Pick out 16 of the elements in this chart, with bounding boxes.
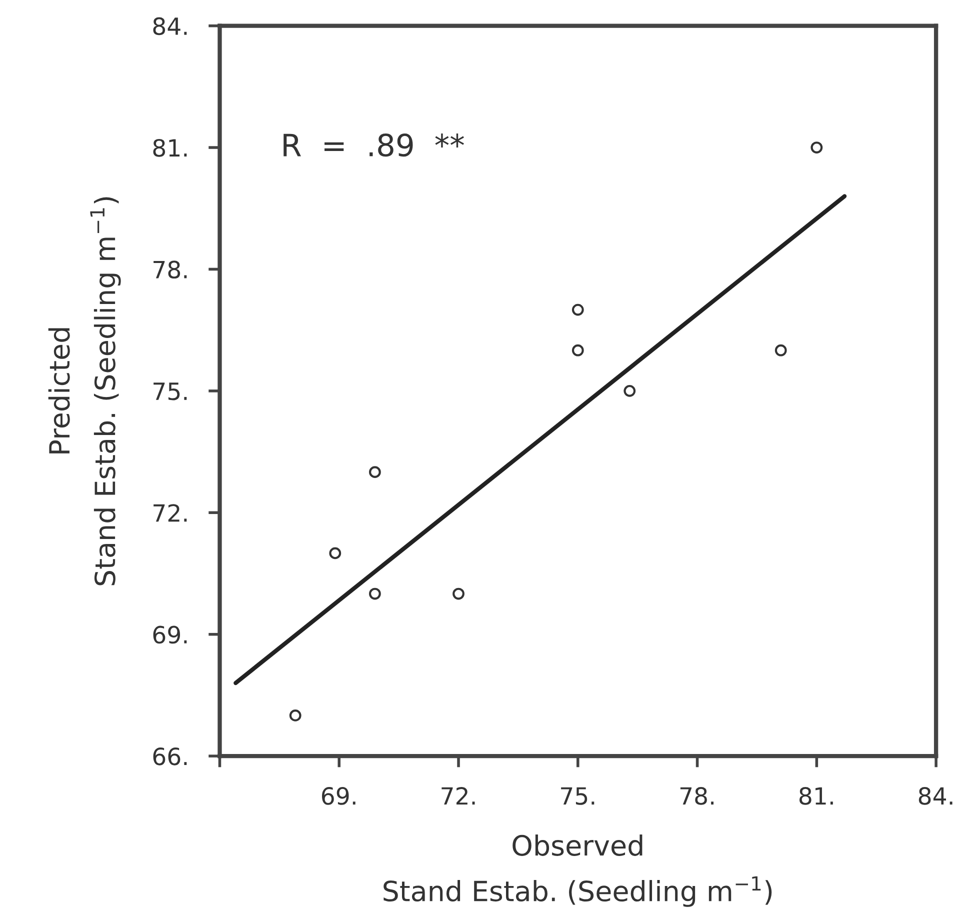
x-tick-label: 69.	[322, 787, 356, 805]
y-tick-label: 81.	[153, 138, 187, 157]
x-axis-title: Observed Stand Estab. (Seedling m$^{−1}$)	[384, 834, 772, 907]
y-tick-label: 66.	[153, 747, 187, 766]
x-tick-label: 75.	[561, 787, 594, 805]
annotation: R = .89 **	[284, 134, 464, 157]
y-axis-title: Predicted Stand Estab. (Seedling m$^{−1}$)	[48, 197, 121, 586]
y-tick-label: 72.	[154, 504, 187, 522]
y-tick-label: 84.	[153, 17, 187, 36]
x-tick-label: 72.	[442, 787, 475, 805]
y-tick-label: 75.	[154, 382, 187, 400]
y-tick-label: 69.	[153, 626, 187, 644]
x-tick-label: 78.	[680, 787, 714, 805]
y-tick-label: 78.	[154, 260, 187, 279]
x-tick-label: 81.	[799, 787, 833, 805]
x-tick-label: 84.	[918, 787, 952, 805]
